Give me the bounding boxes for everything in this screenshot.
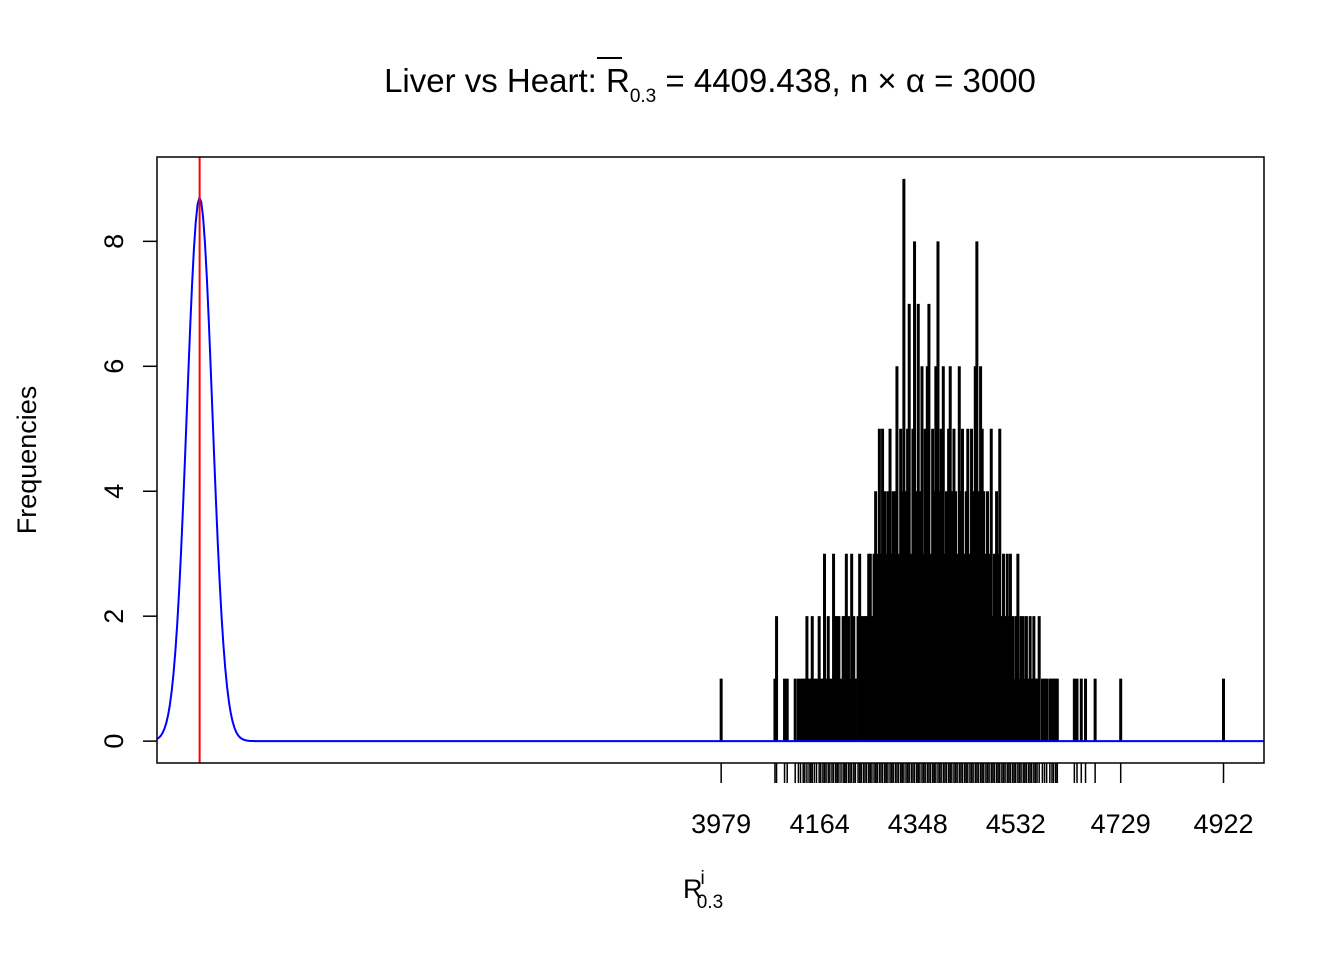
title-stat-symbol: R [606,62,630,99]
density-curve [156,194,1264,743]
y-tick-label: 8 [99,234,129,249]
x-axis: 3979 4164 4348 4532 4729 4922 [691,763,1254,839]
y-tick-label: 2 [99,609,129,624]
x-tick-label: 4348 [888,809,948,839]
y-axis: 0 2 4 6 8 [99,234,157,749]
x-tick-label: 4922 [1193,809,1253,839]
plot-area [156,157,1264,763]
x-tick-label: 4532 [986,809,1046,839]
chart-title: Liver vs Heart: R0.3 = 4409.438, n × α =… [384,62,1036,107]
x-tick-label: 4729 [1091,809,1151,839]
y-axis-label: Frequencies [12,386,42,535]
plot-frame [156,156,1265,764]
x-axis-label: Ri 0.3 [683,868,723,913]
y-tick-label: 6 [99,359,129,374]
y-tick-label: 4 [99,484,129,499]
x-tick-label: 4164 [790,809,850,839]
x-tick-label: 3979 [691,809,751,839]
y-tick-label: 0 [99,734,129,749]
